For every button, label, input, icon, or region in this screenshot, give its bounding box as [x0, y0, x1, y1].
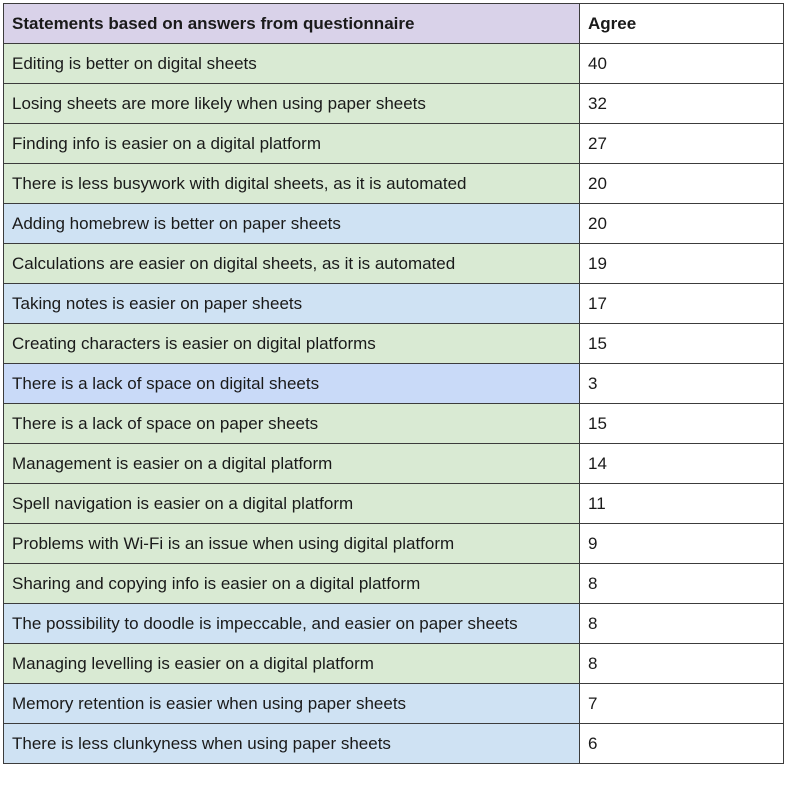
table-row: The possibility to doodle is impeccable,…: [3, 603, 784, 644]
table-row: Creating characters is easier on digital…: [3, 323, 784, 364]
statement-cell: Finding info is easier on a digital plat…: [3, 123, 580, 164]
agree-count-cell: 8: [579, 603, 784, 644]
statement-cell: Losing sheets are more likely when using…: [3, 83, 580, 124]
statement-cell: Problems with Wi-Fi is an issue when usi…: [3, 523, 580, 564]
agree-count-cell: 40: [579, 43, 784, 84]
agree-count-cell: 15: [579, 403, 784, 444]
table-row: Managing levelling is easier on a digita…: [3, 643, 784, 684]
table-row: Spell navigation is easier on a digital …: [3, 483, 784, 524]
agree-count-cell: 27: [579, 123, 784, 164]
table-row: There is a lack of space on digital shee…: [3, 363, 784, 404]
table-header-row: Statements based on answers from questio…: [3, 3, 784, 44]
table-row: There is a lack of space on paper sheets…: [3, 403, 784, 444]
statement-cell: The possibility to doodle is impeccable,…: [3, 603, 580, 644]
agree-count-cell: 7: [579, 683, 784, 724]
agree-count-cell: 17: [579, 283, 784, 324]
agree-count-cell: 6: [579, 723, 784, 764]
statement-cell: There is less busywork with digital shee…: [3, 163, 580, 204]
table-row: Problems with Wi-Fi is an issue when usi…: [3, 523, 784, 564]
statement-column-header: Statements based on answers from questio…: [3, 3, 580, 44]
table-row: Calculations are easier on digital sheet…: [3, 243, 784, 284]
table-row: Losing sheets are more likely when using…: [3, 83, 784, 124]
statement-cell: Creating characters is easier on digital…: [3, 323, 580, 364]
agree-count-cell: 19: [579, 243, 784, 284]
agree-count-cell: 11: [579, 483, 784, 524]
agree-count-cell: 15: [579, 323, 784, 364]
table-row: There is less clunkyness when using pape…: [3, 723, 784, 764]
statement-cell: Adding homebrew is better on paper sheet…: [3, 203, 580, 244]
table-row: Sharing and copying info is easier on a …: [3, 563, 784, 604]
agree-count-cell: 8: [579, 643, 784, 684]
agree-column-header: Agree: [579, 3, 784, 44]
statement-cell: There is a lack of space on paper sheets: [3, 403, 580, 444]
statement-cell: Spell navigation is easier on a digital …: [3, 483, 580, 524]
table-row: There is less busywork with digital shee…: [3, 163, 784, 204]
agree-count-cell: 20: [579, 163, 784, 204]
questionnaire-table: Statements based on answers from questio…: [3, 3, 784, 764]
table-row: Management is easier on a digital platfo…: [3, 443, 784, 484]
statement-cell: Memory retention is easier when using pa…: [3, 683, 580, 724]
agree-count-cell: 3: [579, 363, 784, 404]
agree-count-cell: 8: [579, 563, 784, 604]
statement-cell: There is a lack of space on digital shee…: [3, 363, 580, 404]
statement-cell: Editing is better on digital sheets: [3, 43, 580, 84]
statement-cell: There is less clunkyness when using pape…: [3, 723, 580, 764]
statement-cell: Management is easier on a digital platfo…: [3, 443, 580, 484]
table-row: Memory retention is easier when using pa…: [3, 683, 784, 724]
statement-cell: Taking notes is easier on paper sheets: [3, 283, 580, 324]
agree-count-cell: 32: [579, 83, 784, 124]
agree-count-cell: 14: [579, 443, 784, 484]
agree-count-cell: 20: [579, 203, 784, 244]
statement-cell: Calculations are easier on digital sheet…: [3, 243, 580, 284]
table-body: Editing is better on digital sheets 40 Los…: [3, 43, 784, 764]
statement-cell: Managing levelling is easier on a digita…: [3, 643, 580, 684]
table-row: Editing is better on digital sheets 40: [3, 43, 784, 84]
agree-count-cell: 9: [579, 523, 784, 564]
table-row: Taking notes is easier on paper sheets 17: [3, 283, 784, 324]
table-row: Adding homebrew is better on paper sheet…: [3, 203, 784, 244]
statement-cell: Sharing and copying info is easier on a …: [3, 563, 580, 604]
table-row: Finding info is easier on a digital plat…: [3, 123, 784, 164]
